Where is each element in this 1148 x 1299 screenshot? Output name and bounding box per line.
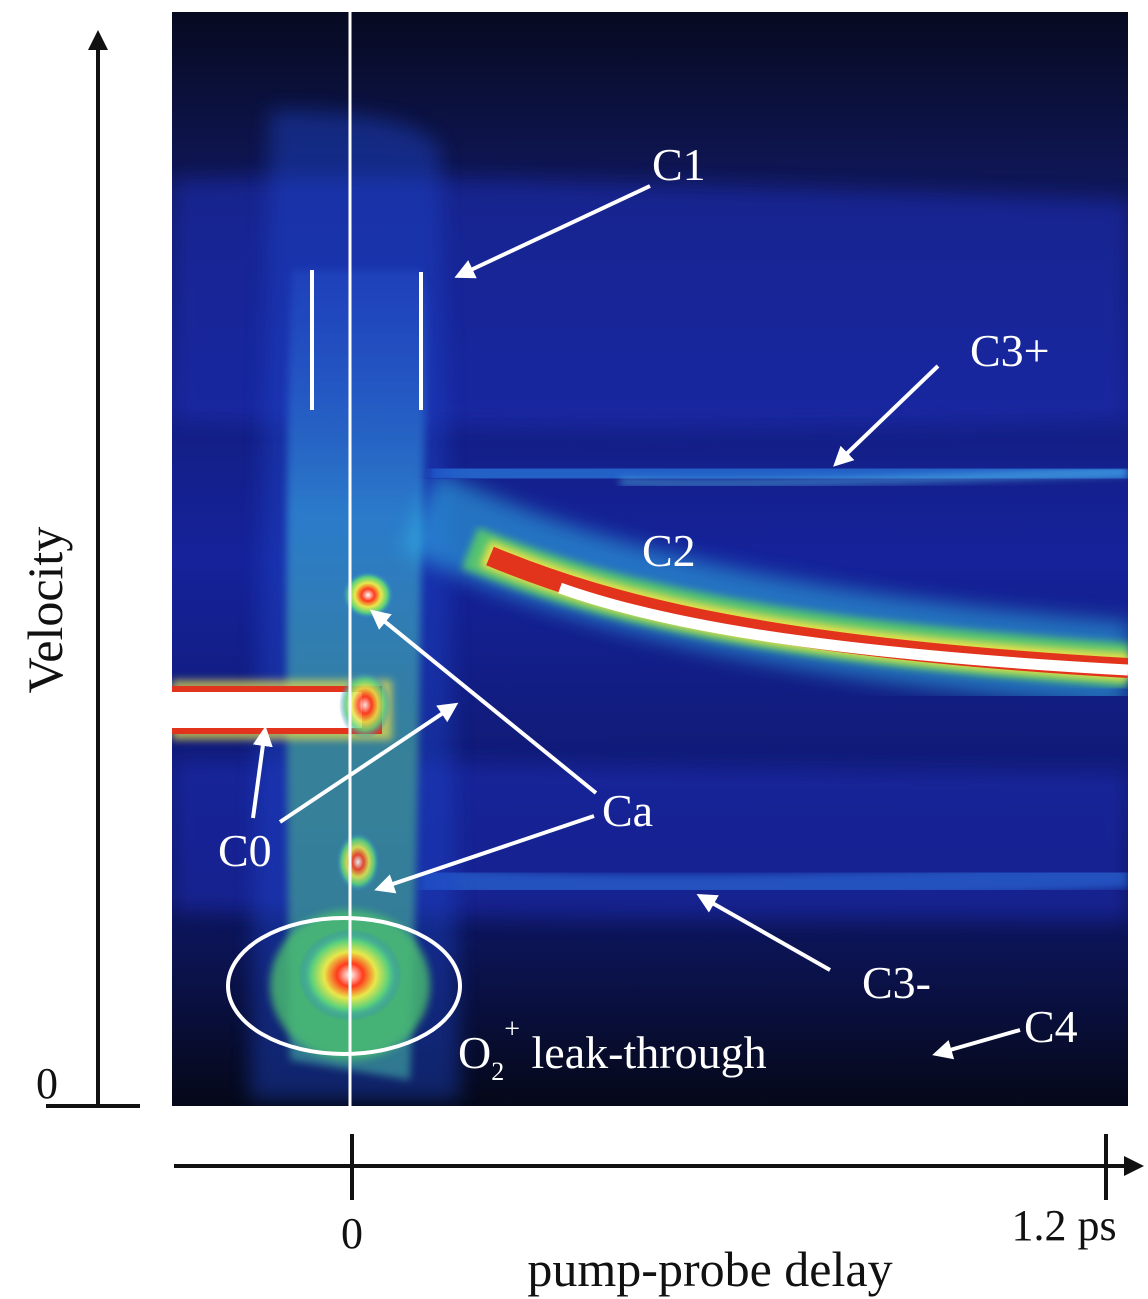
- c2-white: [558, 582, 1128, 676]
- ca-hotspot-upper: [342, 571, 394, 619]
- c0-arrow-right: [278, 702, 459, 824]
- o2-leak-circle: [226, 916, 462, 1056]
- x-tick-label-0: 0: [341, 1209, 363, 1258]
- label-c0: C0: [218, 825, 272, 876]
- label-c3plus: C3+: [970, 325, 1050, 376]
- y-axis-label: Velocity: [17, 527, 73, 694]
- c3plus-band: [429, 456, 1128, 491]
- c4-arrow: [932, 1028, 1021, 1060]
- label-o2-leak-through: O2+ leak-through: [458, 1014, 767, 1086]
- ca-hotspot-middle: [339, 671, 391, 739]
- ca-hotspot-lower: [336, 832, 380, 892]
- label-ca: Ca: [602, 785, 653, 836]
- c3plus-band-core: [619, 469, 1128, 487]
- x-axis-label: pump-probe delay: [527, 1241, 892, 1297]
- c3plus-arrow: [833, 364, 940, 467]
- c0-arrow-left: [251, 726, 273, 819]
- c3minus-arrow: [696, 894, 831, 972]
- label-o2-subscript: 2: [491, 1057, 504, 1086]
- ca-arrow-lower: [374, 814, 595, 894]
- x-tick-label-1-2: 1.2 ps: [1011, 1201, 1116, 1250]
- label-c4: C4: [1024, 1001, 1078, 1052]
- label-c1: C1: [652, 139, 706, 190]
- label-o2-main: O: [458, 1027, 491, 1078]
- y-axis: 0 Velocity: [17, 30, 140, 1108]
- x-axis: 0 1.2 ps pump-probe delay: [174, 1134, 1144, 1297]
- c0-white: [172, 692, 362, 728]
- label-c2: C2: [642, 525, 696, 576]
- c1-arrow: [454, 184, 651, 279]
- ca-arrow-upper: [369, 609, 598, 795]
- heatmap-plot-area: C1 C3+ C2 Ca C0 C3- C4 O2+ leak-through: [172, 12, 1128, 1106]
- y-axis-zero-label: 0: [36, 1059, 58, 1108]
- label-c3minus: C3-: [862, 957, 931, 1008]
- label-o2-superscript: +: [504, 1014, 520, 1045]
- c3minus-band: [419, 862, 1128, 901]
- label-o2-rest: leak-through: [520, 1027, 767, 1078]
